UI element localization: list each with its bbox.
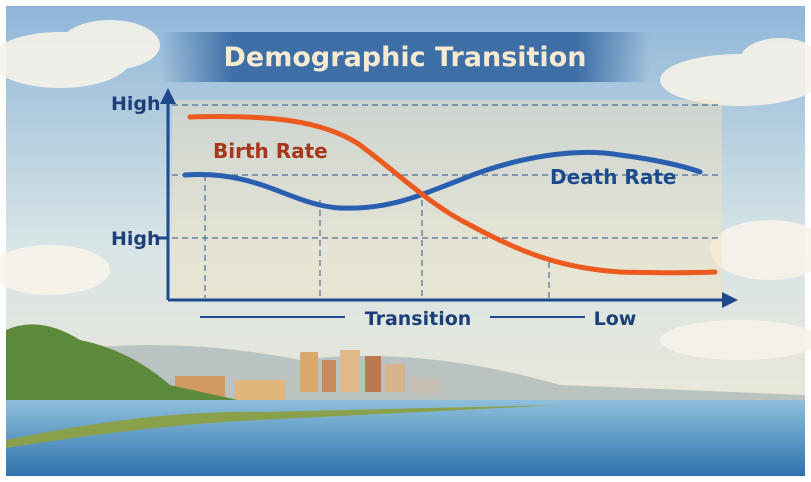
- death-rate-label: Death Rate: [550, 165, 676, 189]
- infographic: Demographic Transition Birth Rate Death …: [0, 0, 811, 482]
- x-label: Transition: [365, 308, 472, 330]
- birth-rate-label: Birth Rate: [213, 139, 328, 163]
- plot-area: [172, 100, 722, 298]
- y-label: High: [111, 93, 161, 115]
- x-label: Low: [594, 308, 637, 330]
- y-label: High: [111, 228, 161, 250]
- title: Demographic Transition: [224, 42, 587, 73]
